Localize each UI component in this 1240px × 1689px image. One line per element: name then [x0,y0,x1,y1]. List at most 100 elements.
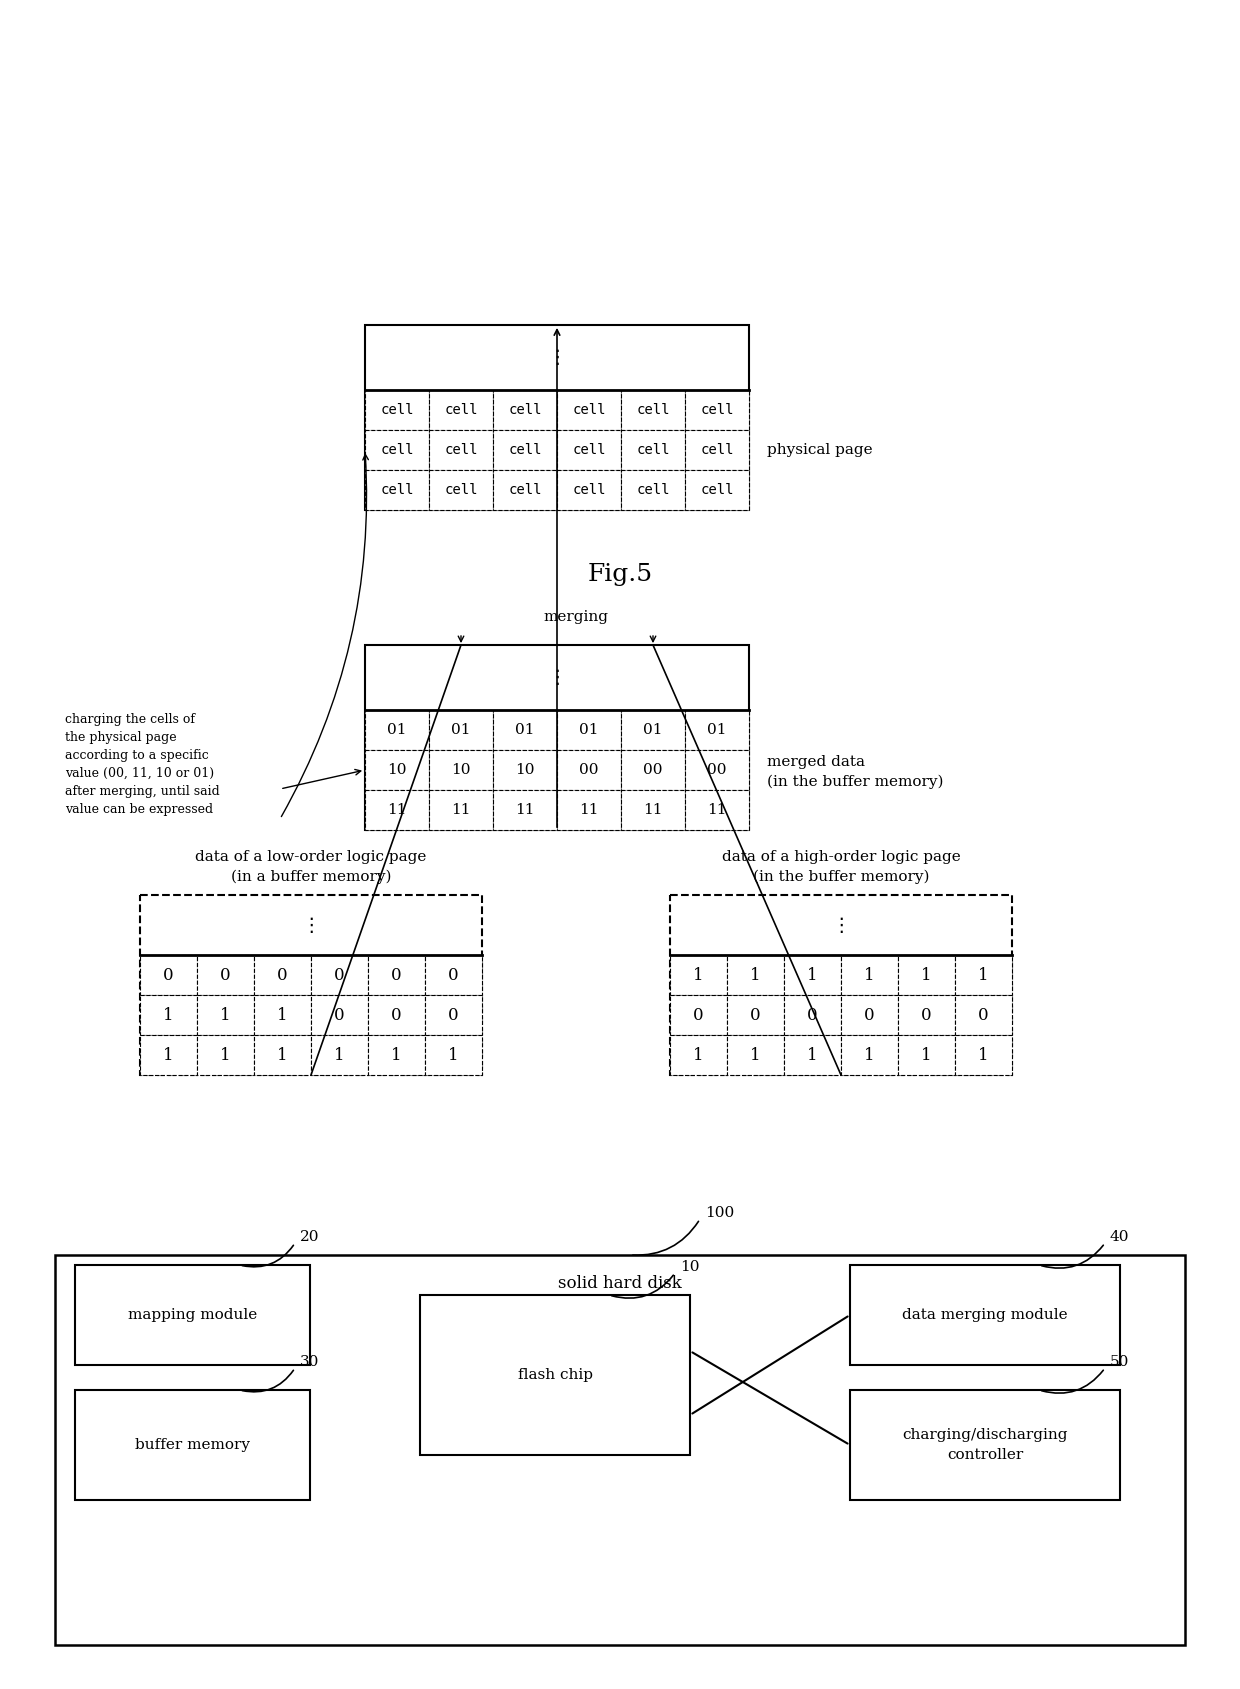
Text: 10: 10 [516,763,534,777]
Text: 01: 01 [387,723,407,736]
Bar [425,1035,482,1074]
Bar [197,954,254,995]
Text: ⋮: ⋮ [547,669,567,687]
Text: 0: 0 [921,1007,931,1024]
Text: cell: cell [508,443,542,458]
Text: cell: cell [444,483,477,497]
Bar [841,1035,898,1074]
Bar [621,790,684,829]
Bar [429,790,494,829]
Bar [557,709,621,750]
Bar [494,470,557,510]
Bar [254,954,311,995]
Bar [140,1035,197,1074]
Bar [140,954,197,995]
Text: 11: 11 [516,802,534,817]
Text: flash chip: flash chip [517,1368,593,1382]
Text: 0: 0 [750,1007,761,1024]
Bar [365,324,749,510]
Text: 11: 11 [707,802,727,817]
Text: 1: 1 [335,1047,345,1064]
Text: 50: 50 [1110,1355,1130,1370]
Bar [621,750,684,790]
Text: 0: 0 [391,1007,402,1024]
Bar [55,1255,1185,1645]
Text: cell: cell [701,443,734,458]
Bar [684,709,749,750]
Text: cell: cell [636,483,670,497]
Text: 10: 10 [680,1260,699,1274]
Bar [494,709,557,750]
Bar [494,750,557,790]
Text: 00: 00 [707,763,727,777]
Bar [849,1390,1120,1500]
Text: 1: 1 [864,966,874,983]
Text: 0: 0 [391,966,402,983]
Bar [429,390,494,431]
Text: 0: 0 [448,1007,459,1024]
Bar [557,390,621,431]
Text: 0: 0 [978,1007,988,1024]
Text: cell: cell [444,443,477,458]
Bar [311,1035,368,1074]
Text: 10: 10 [387,763,407,777]
Bar [670,895,1012,1074]
Bar [727,995,784,1035]
Text: 1: 1 [978,1047,988,1064]
Text: 30: 30 [300,1355,320,1370]
Bar [784,1035,841,1074]
Bar [494,431,557,470]
Text: 0: 0 [278,966,288,983]
Bar [841,995,898,1035]
Text: cell: cell [701,483,734,497]
Bar [784,954,841,995]
Text: 20: 20 [300,1230,320,1245]
Bar [420,1295,689,1454]
Text: 1: 1 [164,1047,174,1064]
Text: charging/discharging
controller: charging/discharging controller [903,1427,1068,1463]
Text: 1: 1 [278,1007,288,1024]
Bar [74,1265,310,1365]
Text: ⋮: ⋮ [301,915,321,934]
Bar [841,954,898,995]
Bar [684,750,749,790]
Text: cell: cell [444,404,477,417]
Text: 11: 11 [451,802,471,817]
Bar [684,390,749,431]
Text: 0: 0 [807,1007,818,1024]
Text: 0: 0 [335,1007,345,1024]
Bar [365,431,429,470]
Bar [621,709,684,750]
Bar [197,995,254,1035]
Text: 01: 01 [516,723,534,736]
Text: 10: 10 [451,763,471,777]
Text: 01: 01 [644,723,662,736]
Bar [784,995,841,1035]
Bar [365,790,429,829]
Text: cell: cell [508,404,542,417]
Bar [365,645,749,829]
Bar [727,1035,784,1074]
Bar [197,1035,254,1074]
Bar [254,1035,311,1074]
Text: cell: cell [572,443,606,458]
Bar [368,1035,425,1074]
Bar [621,431,684,470]
Text: 1: 1 [750,966,761,983]
Text: 11: 11 [387,802,407,817]
Bar [365,750,429,790]
Text: cell: cell [508,483,542,497]
Text: 1: 1 [693,966,704,983]
Bar [311,954,368,995]
Text: charging the cells of
the physical page
according to a specific
value (00, 11, 1: charging the cells of the physical page … [64,713,219,816]
Text: 1: 1 [221,1007,231,1024]
Text: merging: merging [543,610,609,623]
Text: 0: 0 [448,966,459,983]
Bar [955,995,1012,1035]
Text: 1: 1 [693,1047,704,1064]
Text: 01: 01 [707,723,727,736]
Bar [254,995,311,1035]
Bar [425,995,482,1035]
Text: merged data: merged data [768,755,866,768]
Text: 1: 1 [807,1047,818,1064]
